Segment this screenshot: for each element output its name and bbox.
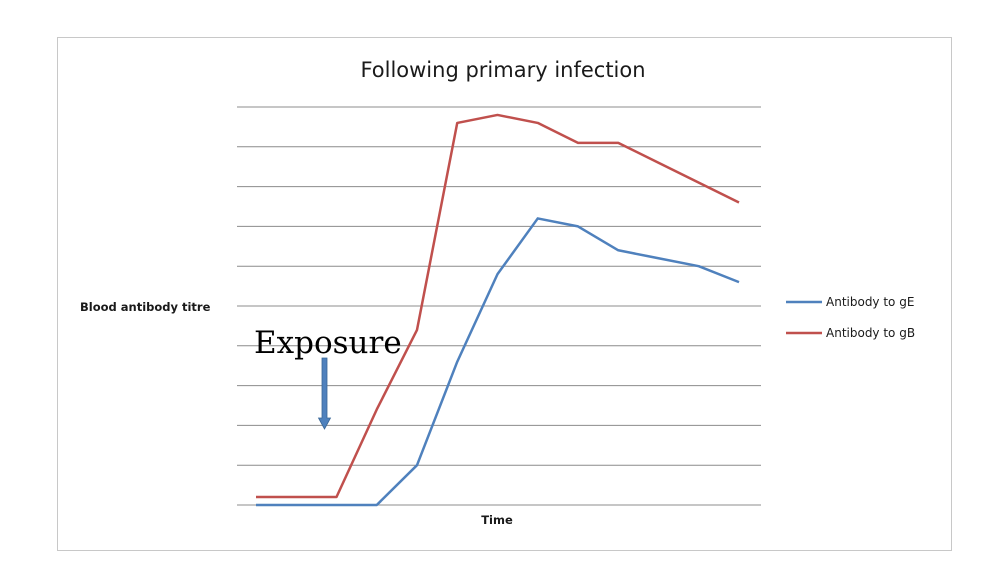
y-axis-label: Blood antibody titre <box>80 300 211 314</box>
series-lines <box>256 113 740 507</box>
down-arrow-icon <box>317 357 332 430</box>
legend-label: Antibody to gE <box>826 295 914 309</box>
gridlines <box>237 106 761 506</box>
series-line-ge <box>256 217 740 507</box>
exposure-annotation: Exposure <box>254 325 402 430</box>
chart-title: Following primary infection <box>360 58 645 82</box>
series-line-gb <box>256 113 740 499</box>
legend: Antibody to gE Antibody to gB <box>786 295 915 340</box>
legend-label: Antibody to gB <box>826 326 915 340</box>
x-axis-label: Time <box>481 513 513 527</box>
exposure-label: Exposure <box>254 325 402 361</box>
